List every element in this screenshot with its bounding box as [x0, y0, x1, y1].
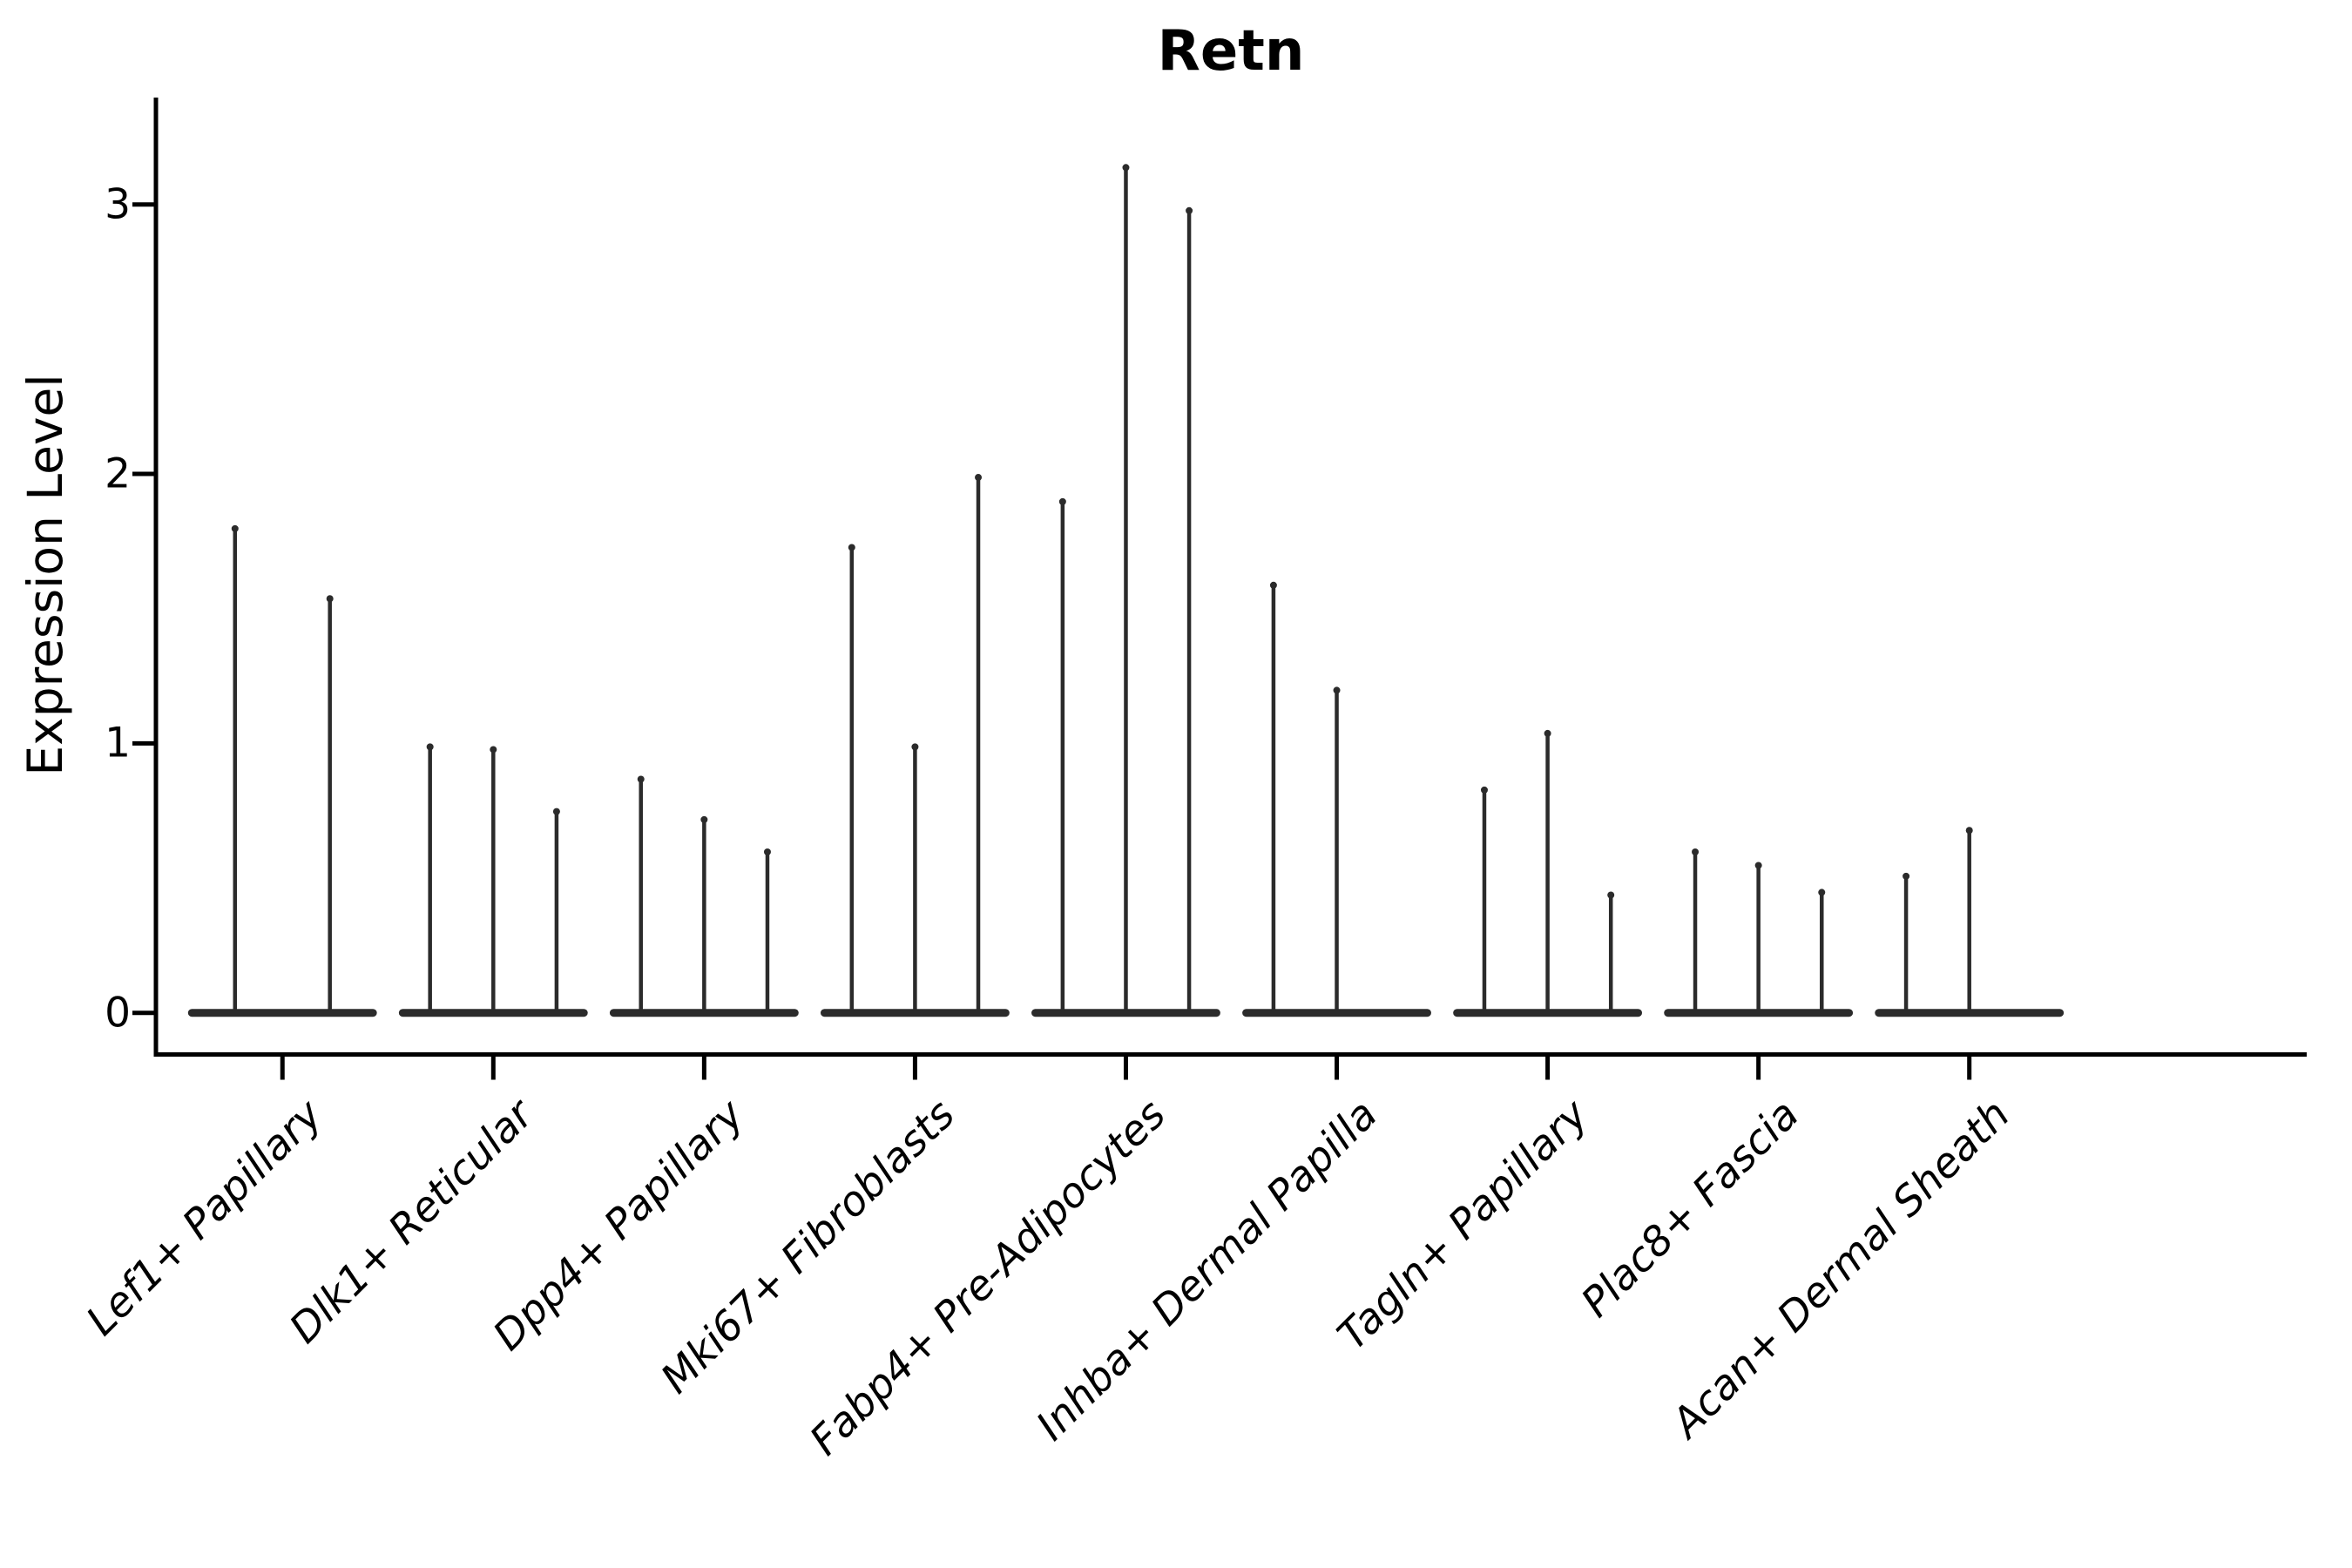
violin-spike-tip: [490, 746, 497, 754]
violin-spike-tip: [1903, 872, 1910, 880]
violin-spike-tip: [1607, 891, 1615, 899]
violin-spike-tip: [1122, 164, 1130, 172]
violin-spike-tip: [1754, 862, 1762, 869]
violin-spike-tip: [1965, 827, 1973, 835]
violin-spike-tip: [1333, 686, 1341, 694]
violin-spike-tip: [231, 524, 239, 532]
violin-spike-tip: [1544, 729, 1551, 737]
violin-spike-tip: [326, 595, 334, 603]
violin-spike-tip: [1692, 848, 1700, 856]
y-tick-label: 0: [105, 989, 131, 1037]
violin-spike-tip: [637, 775, 645, 783]
violin-spike-tip: [1480, 786, 1488, 794]
violin-spike-tip: [1058, 497, 1066, 505]
y-tick-label: 1: [105, 719, 131, 767]
violin-spike-tip: [763, 848, 771, 856]
y-tick-label: 2: [105, 449, 131, 498]
violin-spike-tip: [1818, 889, 1826, 896]
violin-spike-tip: [700, 815, 708, 823]
plot-title: Retn: [1157, 19, 1305, 84]
violin-spike-tip: [848, 544, 855, 551]
violin-spike-tip: [426, 743, 434, 751]
y-tick-label: 3: [105, 180, 131, 229]
violin-spike-tip: [975, 474, 983, 482]
violin-spike-tip: [911, 743, 919, 751]
violin-spike-tip: [1269, 581, 1277, 589]
violin-spike-tip: [552, 808, 560, 815]
violin-spike-tip: [1186, 206, 1193, 214]
